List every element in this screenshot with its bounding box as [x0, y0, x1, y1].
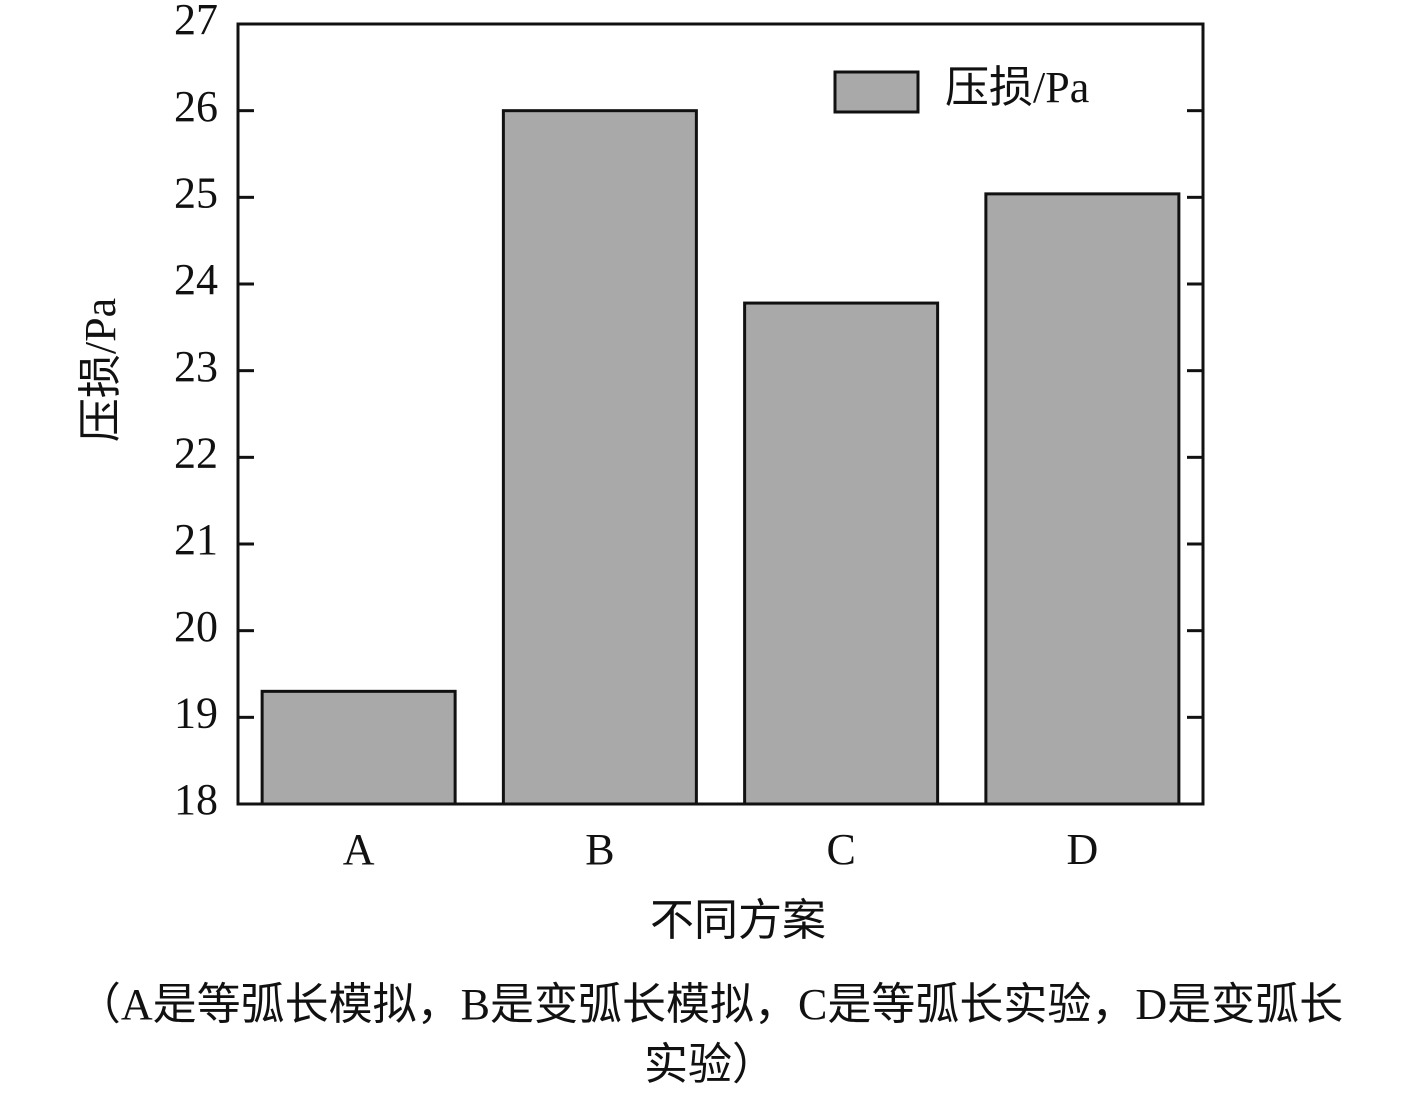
plot-frame [236, 22, 1205, 806]
bar [501, 109, 698, 806]
bar [984, 192, 1181, 806]
x-tick-label: C [826, 825, 855, 874]
x-axis-label: 不同方案 [650, 896, 826, 945]
bar [743, 301, 940, 806]
y-tick-label: 24 [174, 255, 218, 304]
y-tick-label: 18 [174, 775, 218, 824]
y-tick-label: 27 [174, 0, 218, 44]
chart: 不同方案 压损/Pa 18 19 20 21 22 23 24 25 26 27 A B C D 压损/Pa [76, 0, 1205, 945]
y-tick-label: 23 [174, 342, 218, 391]
caption: （A是等弧长模拟，B是变弧长模拟，C是等弧长实验，D是变弧长实验） [76, 980, 1344, 1089]
y-tick-label: 22 [174, 428, 218, 477]
legend-swatch [833, 70, 920, 114]
y-tick-label: 19 [174, 688, 218, 737]
y-tick-label: 25 [174, 168, 218, 217]
x-tick-label: D [1066, 825, 1098, 874]
x-tick-label: B [585, 825, 614, 874]
bar [260, 689, 457, 806]
legend-label: 压损/Pa [945, 63, 1089, 112]
y-tick-label: 20 [174, 602, 218, 651]
y-tick-label: 26 [174, 82, 218, 131]
y-tick-label: 21 [174, 515, 218, 564]
x-tick-label: A [343, 825, 375, 874]
y-axis-label: 压损/Pa [76, 298, 125, 442]
